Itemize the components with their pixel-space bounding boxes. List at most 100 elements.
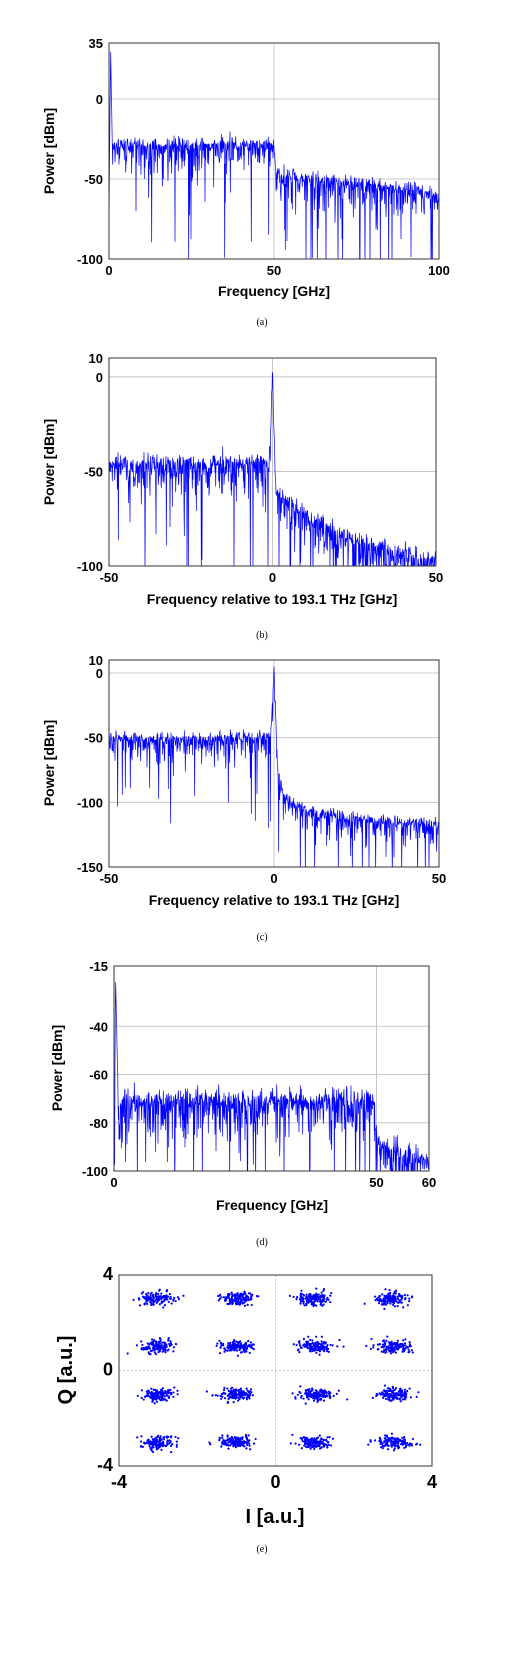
x-tick-label: -50 bbox=[100, 570, 119, 585]
constellation-point bbox=[408, 1387, 411, 1390]
constellation-point bbox=[307, 1301, 310, 1304]
x-axis-label-c: Frequency relative to 193.1 THz [GHz] bbox=[149, 892, 400, 908]
y-tick-label: 10 bbox=[89, 653, 103, 668]
constellation-cluster bbox=[371, 1384, 420, 1403]
constellation-point bbox=[223, 1386, 226, 1389]
constellation-point bbox=[143, 1302, 146, 1306]
constellation-point bbox=[394, 1292, 397, 1295]
y-tick-label: -100 bbox=[77, 252, 103, 267]
constellation-point bbox=[403, 1391, 406, 1395]
constellation-point bbox=[156, 1447, 159, 1450]
constellation-cluster bbox=[365, 1335, 414, 1355]
constellation-point bbox=[226, 1438, 229, 1441]
constellation-point bbox=[395, 1343, 399, 1346]
constellation-point bbox=[229, 1346, 232, 1349]
y-tick-label: -100 bbox=[77, 795, 103, 810]
constellation-point bbox=[148, 1347, 151, 1350]
constellation-point bbox=[162, 1440, 165, 1444]
constellation-point bbox=[370, 1337, 373, 1341]
constellation-point bbox=[238, 1346, 241, 1349]
constellation-point bbox=[251, 1394, 254, 1397]
constellation-point bbox=[384, 1395, 387, 1398]
constellation-point bbox=[318, 1440, 321, 1443]
constellation-point bbox=[408, 1350, 411, 1353]
constellation-point bbox=[316, 1444, 319, 1447]
constellation-point bbox=[161, 1443, 164, 1446]
constellation-point bbox=[323, 1390, 326, 1393]
constellation-point bbox=[411, 1351, 414, 1354]
constellation-point bbox=[388, 1288, 391, 1292]
constellation-point bbox=[226, 1387, 229, 1390]
constellation-point bbox=[296, 1296, 299, 1299]
constellation-point bbox=[313, 1447, 316, 1451]
constellation-cluster bbox=[208, 1433, 257, 1451]
constellation-point bbox=[321, 1441, 324, 1444]
constellation-point bbox=[301, 1440, 304, 1443]
constellation-point bbox=[227, 1302, 231, 1305]
constellation-point bbox=[325, 1391, 328, 1394]
constellation-point bbox=[140, 1396, 143, 1399]
spectrum-trace-a bbox=[109, 51, 439, 259]
constellation-point bbox=[404, 1442, 407, 1445]
constellation-point bbox=[311, 1441, 315, 1444]
constellation-point bbox=[396, 1393, 400, 1396]
constellation-point bbox=[369, 1347, 372, 1350]
constellation-point bbox=[248, 1298, 251, 1301]
y-tick-label: -4 bbox=[97, 1455, 113, 1475]
constellation-point bbox=[235, 1440, 239, 1443]
constellation-point bbox=[310, 1296, 314, 1299]
x-tick-label: 0 bbox=[269, 570, 276, 585]
constellation-point bbox=[245, 1387, 248, 1390]
constellation-point bbox=[153, 1351, 156, 1354]
constellation-point bbox=[222, 1438, 225, 1442]
constellation-point bbox=[363, 1302, 366, 1305]
constellation-point bbox=[249, 1346, 252, 1349]
constellation-point bbox=[380, 1440, 383, 1444]
constellation-point bbox=[169, 1391, 173, 1395]
constellation-point bbox=[164, 1444, 168, 1448]
constellation-point bbox=[239, 1351, 243, 1354]
constellation-point bbox=[322, 1438, 325, 1441]
constellation-point bbox=[383, 1294, 386, 1297]
constellation-point bbox=[250, 1303, 253, 1307]
constellation-point bbox=[329, 1343, 332, 1346]
constellation-point bbox=[239, 1301, 242, 1304]
constellation-point bbox=[307, 1335, 310, 1338]
constellation-point bbox=[160, 1391, 163, 1394]
x-tick-label: 0 bbox=[270, 1472, 280, 1492]
constellation-point bbox=[404, 1296, 407, 1300]
constellation-point bbox=[325, 1298, 328, 1301]
constellation-point bbox=[410, 1442, 413, 1445]
constellation-point bbox=[304, 1445, 308, 1448]
constellation-point bbox=[316, 1345, 319, 1349]
constellation-point bbox=[244, 1343, 248, 1346]
constellation-point bbox=[168, 1442, 171, 1445]
constellation-point bbox=[322, 1289, 325, 1292]
constellation-point bbox=[387, 1341, 391, 1344]
y-tick-label: 35 bbox=[89, 36, 103, 51]
constellation-point bbox=[243, 1304, 247, 1307]
constellation-point bbox=[234, 1302, 237, 1305]
constellation-point bbox=[147, 1394, 150, 1397]
constellation-point bbox=[415, 1395, 418, 1398]
constellation-point bbox=[389, 1352, 393, 1355]
constellation-point bbox=[388, 1392, 391, 1396]
constellation-point bbox=[403, 1438, 406, 1441]
constellation-point bbox=[400, 1301, 403, 1304]
x-tick-label: 0 bbox=[105, 263, 112, 278]
constellation-point bbox=[393, 1298, 396, 1301]
constellation-point bbox=[388, 1350, 391, 1353]
constellation-point bbox=[299, 1302, 302, 1305]
constellation-point bbox=[312, 1294, 315, 1297]
constellation-point bbox=[385, 1435, 389, 1438]
constellation-point bbox=[401, 1390, 404, 1393]
y-tick-label: 4 bbox=[103, 1264, 113, 1284]
constellation-point bbox=[147, 1345, 150, 1348]
constellation-point bbox=[302, 1337, 305, 1341]
constellation-point bbox=[296, 1393, 299, 1396]
constellation-point bbox=[226, 1435, 229, 1438]
constellation-point bbox=[230, 1291, 233, 1294]
constellation-point bbox=[338, 1338, 341, 1342]
constellation-point bbox=[169, 1444, 173, 1447]
